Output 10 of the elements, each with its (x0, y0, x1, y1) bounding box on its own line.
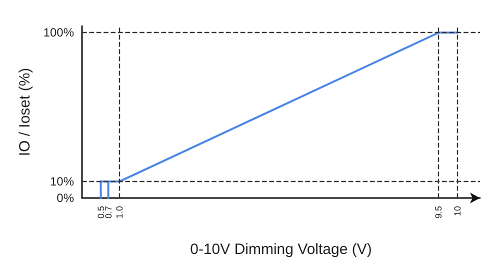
y-tick-label: 10% (50, 174, 74, 188)
x-tick-label: 0.7 (103, 206, 114, 219)
x-axis-title: 0-10V Dimming Voltage (V) (190, 241, 372, 258)
x-tick-label: 10 (452, 206, 462, 216)
x-tick-label: 9.5 (434, 206, 444, 219)
y-axis-title: IO / Ioset (%) (16, 68, 34, 156)
x-tick-label: 0.5 (96, 206, 106, 219)
y-tick-label: 0% (56, 191, 74, 205)
y-tick-label: 100% (43, 26, 74, 40)
x-tick-label: 1.0 (114, 206, 125, 219)
